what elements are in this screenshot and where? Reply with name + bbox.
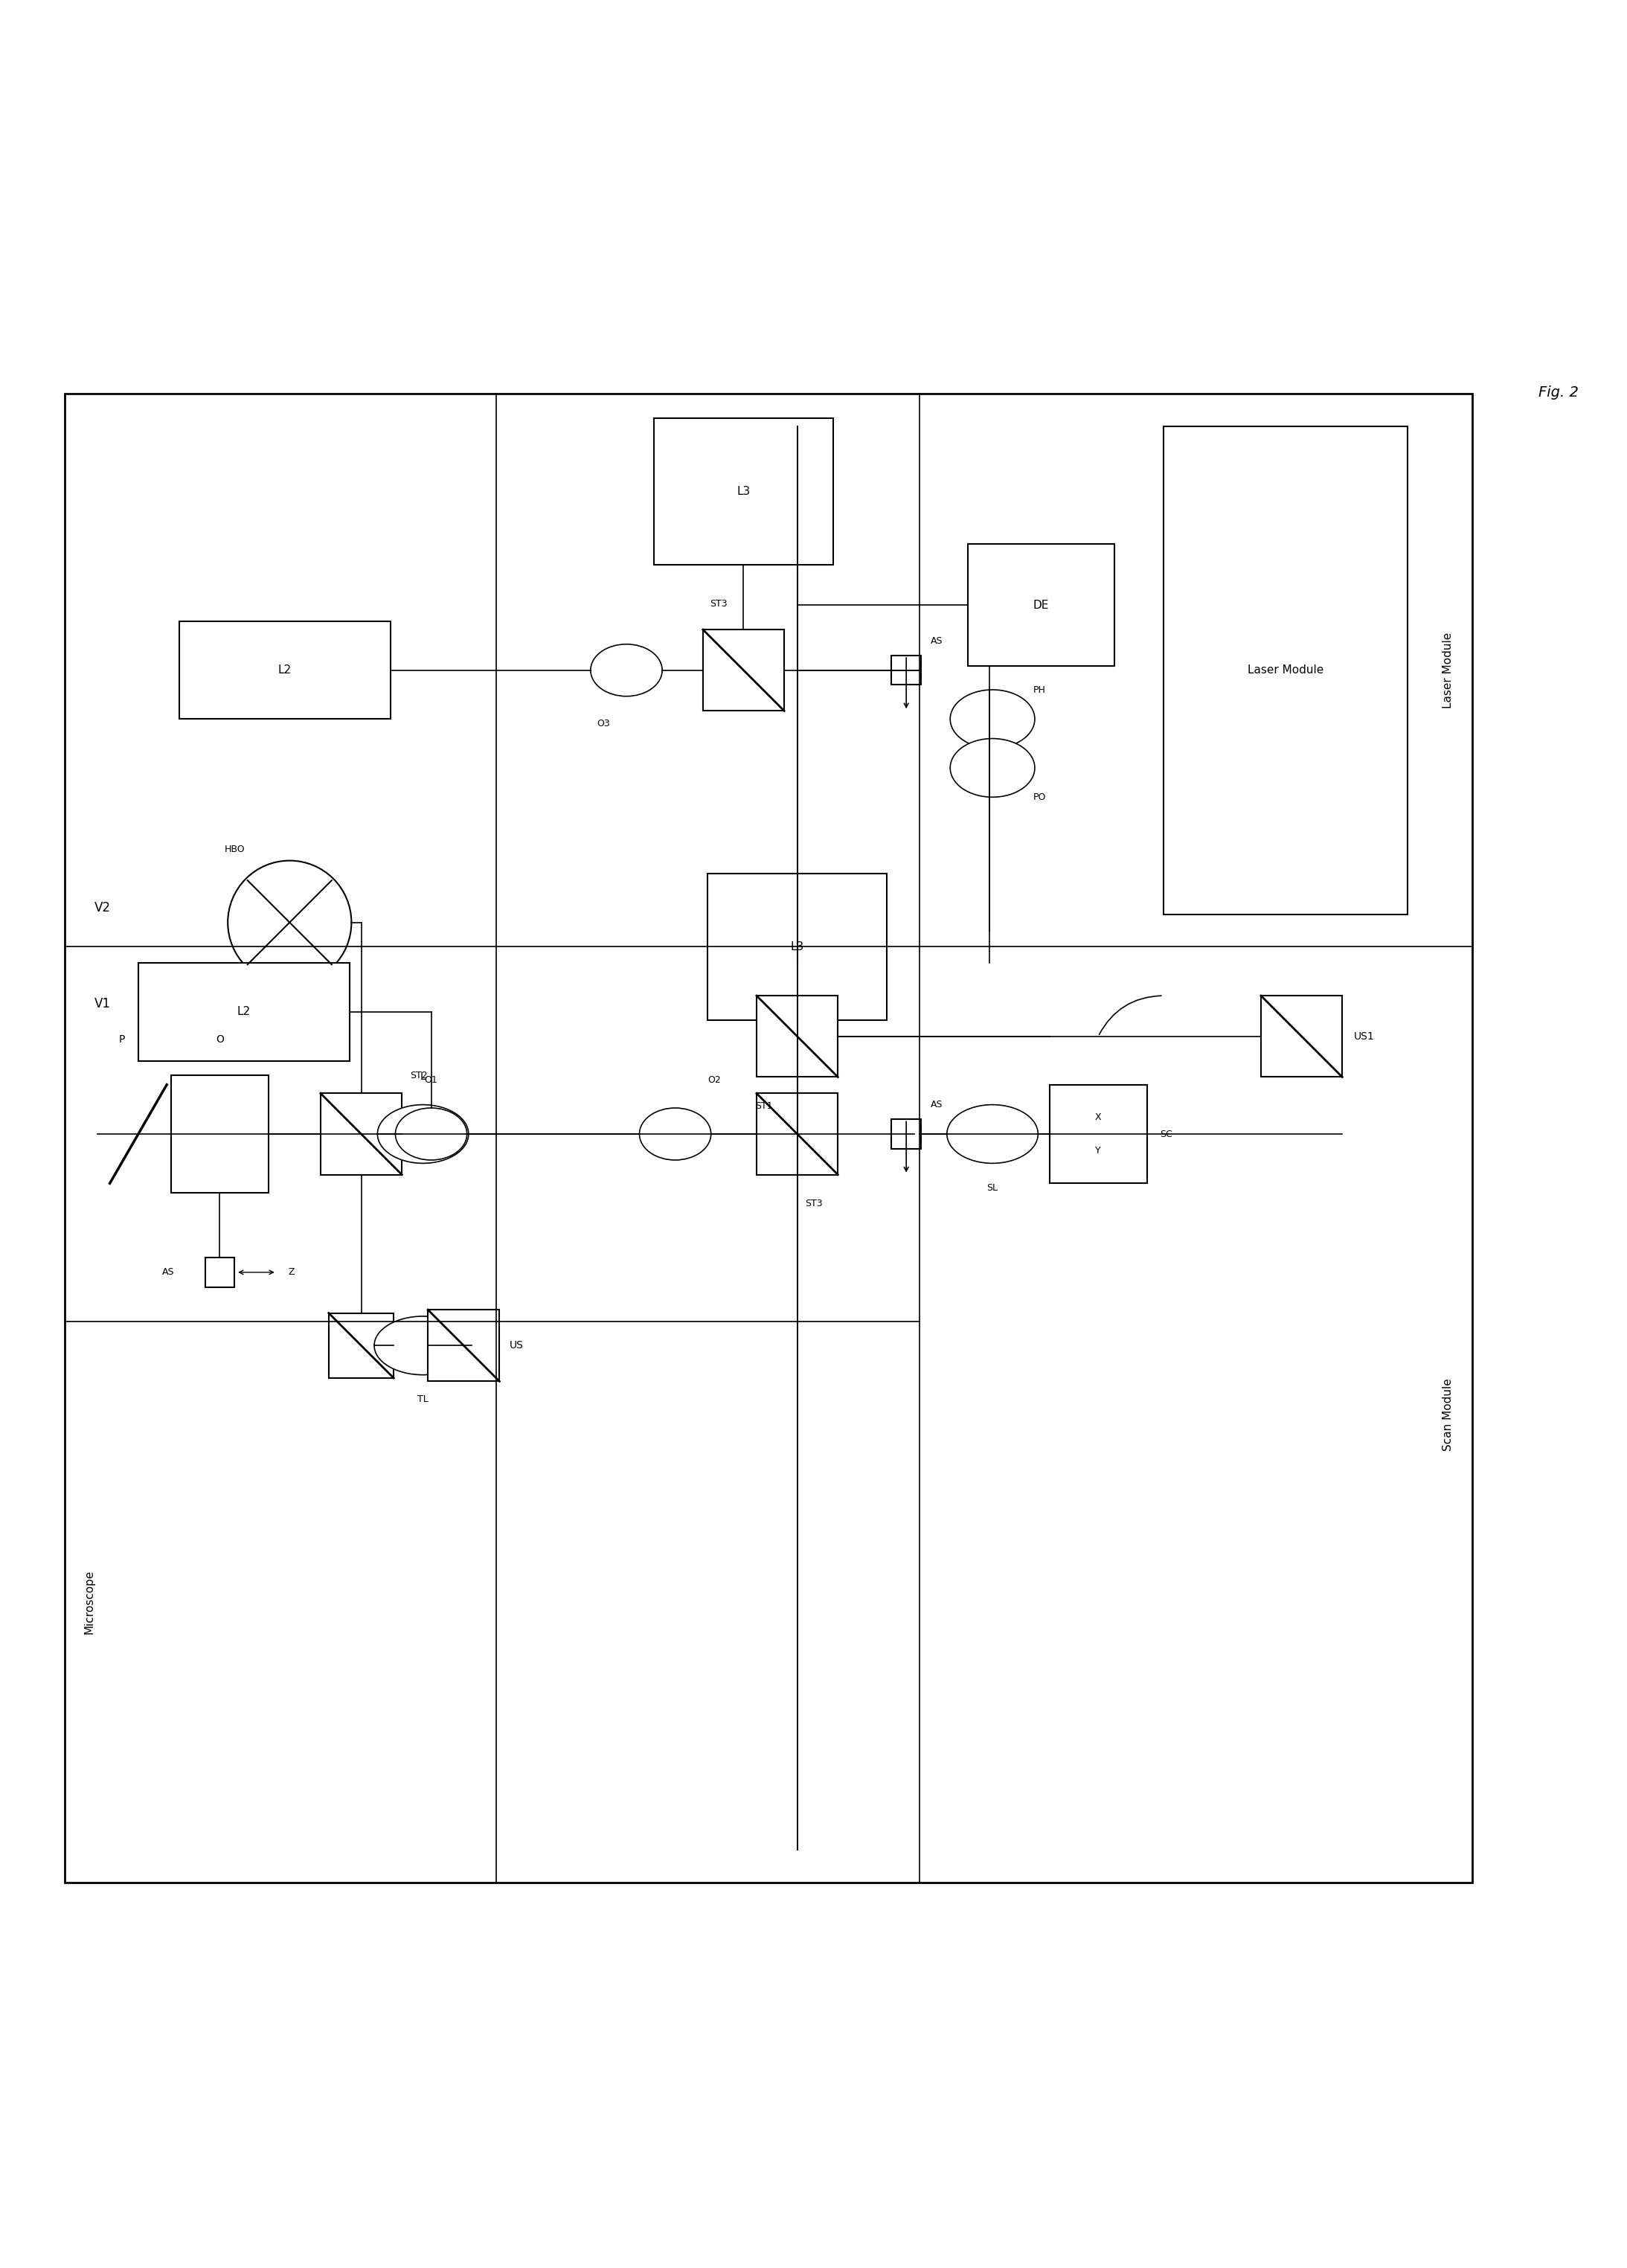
Bar [703, 631, 784, 710]
Ellipse shape [591, 644, 662, 696]
Text: ST3: ST3 [709, 599, 727, 608]
Ellipse shape [950, 739, 1035, 796]
Text: US: US [509, 1340, 524, 1352]
Text: V1: V1 [94, 998, 111, 1012]
Bar [179, 621, 390, 719]
Ellipse shape [947, 1105, 1038, 1163]
Text: Laser Module: Laser Module [1443, 633, 1453, 708]
Bar [968, 544, 1114, 667]
Text: TL: TL [418, 1395, 428, 1404]
Text: P: P [119, 1034, 125, 1046]
Text: Y: Y [1095, 1145, 1101, 1157]
Bar [1261, 996, 1342, 1077]
Bar [708, 873, 887, 1021]
Text: Laser Module: Laser Module [1248, 665, 1323, 676]
Text: AS: AS [931, 1100, 944, 1109]
Text: ST3: ST3 [805, 1200, 823, 1209]
Ellipse shape [377, 1105, 469, 1163]
Text: Z: Z [288, 1268, 294, 1277]
Text: US1: US1 [1354, 1032, 1375, 1041]
Text: O2: O2 [708, 1075, 721, 1084]
Ellipse shape [639, 1109, 711, 1159]
Bar [1163, 426, 1407, 914]
Text: L3: L3 [791, 941, 804, 953]
Ellipse shape [395, 1109, 467, 1159]
Bar [321, 1093, 402, 1175]
Text: O: O [216, 1034, 223, 1046]
Text: AS: AS [931, 635, 944, 646]
Text: Scan Module: Scan Module [1443, 1379, 1453, 1452]
Ellipse shape [374, 1315, 472, 1374]
Text: ST2: ST2 [410, 1070, 428, 1080]
Text: L: L [420, 1070, 426, 1082]
Text: L2: L2 [278, 665, 291, 676]
Bar [205, 1259, 234, 1286]
Bar [329, 1313, 394, 1379]
Text: DE: DE [1033, 599, 1049, 610]
Bar [757, 996, 838, 1077]
Bar [138, 964, 350, 1061]
Text: X: X [1095, 1111, 1101, 1123]
Bar [428, 1309, 499, 1381]
Bar [892, 655, 921, 685]
Text: Microscope: Microscope [85, 1569, 94, 1633]
Text: PH: PH [1033, 685, 1046, 694]
Bar [1049, 1084, 1147, 1184]
Ellipse shape [950, 689, 1035, 748]
Bar [892, 1120, 921, 1148]
Text: AS: AS [161, 1268, 174, 1277]
Text: SL: SL [988, 1184, 997, 1193]
Text: L2: L2 [238, 1007, 251, 1018]
Text: SC: SC [1160, 1129, 1173, 1139]
Text: HBO: HBO [225, 844, 246, 855]
Bar [654, 417, 833, 565]
Text: ST1: ST1 [755, 1102, 773, 1111]
Text: Fig. 2: Fig. 2 [1538, 386, 1578, 399]
Bar [757, 1093, 838, 1175]
Text: L3: L3 [737, 485, 750, 497]
Bar [171, 1075, 268, 1193]
Text: O3: O3 [597, 719, 610, 728]
Text: PO: PO [1033, 792, 1046, 803]
Text: O1: O1 [425, 1075, 438, 1084]
Circle shape [228, 860, 351, 984]
Text: V2: V2 [94, 900, 111, 914]
Bar [65, 395, 1472, 1882]
